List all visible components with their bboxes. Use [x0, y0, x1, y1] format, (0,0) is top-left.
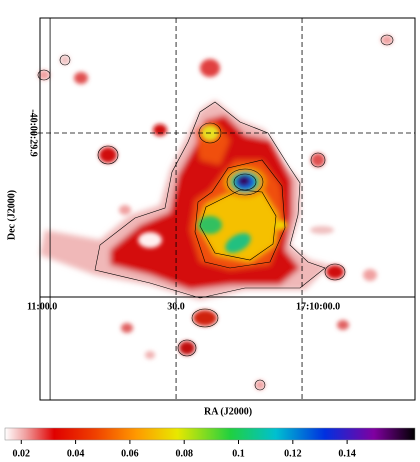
y-axis-label: Dec (J2000) — [6, 190, 17, 240]
x-tick-label: 17:10:00.0 — [296, 301, 340, 312]
intensity-map — [37, 34, 394, 391]
colorbar-tick-label: 0.14 — [338, 448, 356, 459]
colorbar-tick-label: 0.02 — [13, 448, 31, 459]
y-tick-label: -40:00:29.9 — [28, 109, 39, 157]
x-axis-label: RA (J2000) — [204, 406, 252, 417]
colorbar-tick-label: 0.12 — [284, 448, 302, 459]
colorbar-tick-label: 0.08 — [175, 448, 193, 459]
colorbar — [4, 427, 416, 441]
frame — [39, 17, 416, 401]
x-tick-label: 30.0 — [167, 301, 185, 312]
colorbar-tick-label: 0.06 — [121, 448, 139, 459]
x-tick-label: 11:00.0 — [27, 301, 57, 312]
colorbar-tick-label: 0.04 — [67, 448, 85, 459]
colorbar-tick-label: 0.1 — [232, 448, 245, 459]
